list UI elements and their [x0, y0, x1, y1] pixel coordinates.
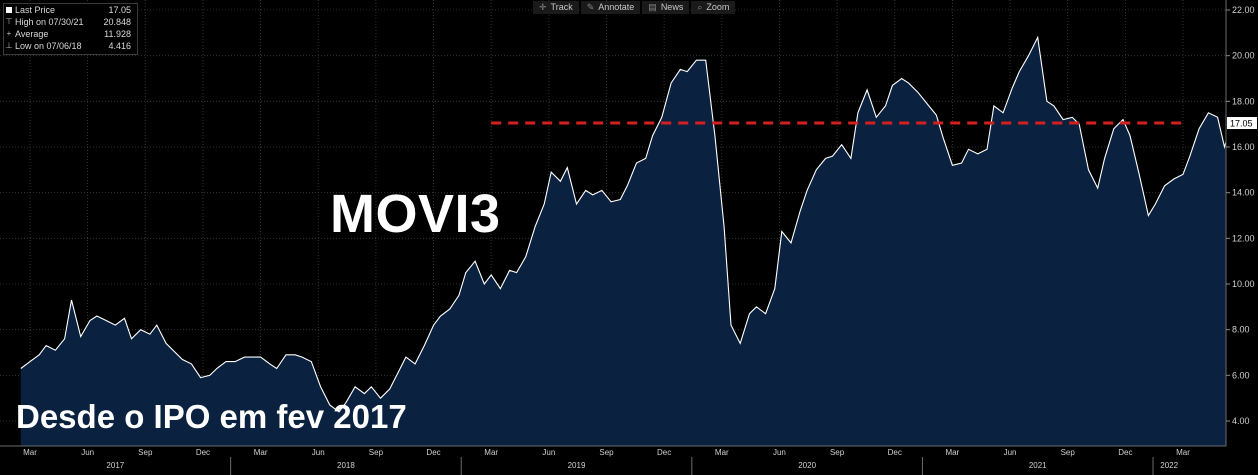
price-area [20, 37, 1232, 447]
x-month-label: Sep [138, 448, 153, 457]
x-month-label: Jun [542, 448, 555, 457]
price-line [20, 35, 1232, 413]
y-tick-label: 12.00 [1232, 233, 1255, 243]
legend-label: Average [15, 29, 49, 39]
y-tick-label: 16.00 [1232, 142, 1255, 152]
legend-value: 11.928 [104, 29, 131, 39]
y-tick-label: 4.00 [1232, 416, 1250, 426]
last-price-badge: 17.05 [1227, 117, 1257, 130]
legend-label: Last Price [15, 5, 56, 15]
y-axis-panel [1226, 0, 1258, 475]
crosshair-icon: ✛ [539, 2, 547, 12]
y-tick-label: 6.00 [1232, 370, 1250, 380]
x-month-label: Mar [946, 448, 960, 457]
x-year-label: 2020 [798, 461, 816, 470]
y-tick-label: 22.00 [1232, 5, 1255, 15]
y-axis: 4.00 6.00 8.00 10.00 12.00 14.00 16.00 18.00 20.… [1225, 0, 1258, 475]
x-month-label: Dec [657, 448, 671, 457]
high-marker-icon: ⊤ [5, 17, 13, 26]
x-year-label: 2018 [337, 461, 355, 470]
legend-square-icon [5, 4, 13, 17]
x-month-label: Dec [196, 448, 210, 457]
x-month-label: Sep [830, 448, 845, 457]
x-month-label: Sep [1061, 448, 1076, 457]
magnifier-icon: ⌕ [697, 2, 703, 12]
last-price-badge-text: 17.05 [1230, 119, 1253, 129]
y-tick-label: 18.00 [1232, 96, 1255, 106]
x-month-label: Mar [1176, 448, 1190, 457]
annotate-label: Annotate [598, 2, 635, 12]
y-tick-label: 20.00 [1232, 51, 1255, 61]
x-month-label: Mar [23, 448, 37, 457]
news-icon: ▤ [648, 2, 657, 12]
x-axis: Mar Jun Sep Dec Mar Jun Sep Dec Mar Jun Sep Dec Mar J… [0, 445, 1226, 475]
news-button[interactable]: ▤ News [642, 1, 690, 14]
news-label: News [660, 2, 684, 12]
legend-row-last-price: Last Price 17.05 [4, 4, 137, 16]
x-month-label: Jun [81, 448, 94, 457]
low-marker-icon: ⊥ [5, 41, 13, 50]
x-month-label: Mar [254, 448, 268, 457]
track-label: Track [550, 2, 573, 12]
x-axis-panel [0, 446, 1226, 475]
x-month-label: Jun [312, 448, 325, 457]
y-tick-label: 10.00 [1232, 279, 1255, 289]
pencil-icon: ✎ [586, 2, 595, 12]
x-month-label: Jun [773, 448, 786, 457]
legend-label: Low on 07/06/18 [15, 41, 82, 51]
ipo-caption: Desde o IPO em fev 2017 [16, 398, 407, 435]
price-legend[interactable]: Last Price 17.05 ⊤ High on 07/30/21 20.8… [3, 3, 138, 55]
x-year-label: 2021 [1029, 461, 1047, 470]
last-price-badge-bg [1227, 117, 1257, 130]
y-tick-label: 8.00 [1232, 325, 1250, 335]
zoom-button[interactable]: ⌕ Zoom [691, 1, 736, 14]
track-button[interactable]: ✛ Track [533, 1, 579, 14]
x-month-label: Dec [426, 448, 440, 457]
x-year-label: 2019 [568, 461, 586, 470]
x-month-label: Sep [599, 448, 614, 457]
y-tick-label: 14.00 [1232, 188, 1255, 198]
x-month-label: Dec [1118, 448, 1132, 457]
legend-row-high: ⊤ High on 07/30/21 20.848 [4, 16, 137, 28]
x-year-label: 2022 [1160, 461, 1178, 470]
legend-row-low: ⊥ Low on 07/06/18 4.416 [4, 40, 137, 52]
legend-value: 4.416 [108, 41, 131, 51]
legend-row-average: + Average 11.928 [4, 28, 137, 40]
x-month-label: Mar [484, 448, 498, 457]
legend-value: 17.05 [108, 5, 131, 15]
x-month-label: Jun [1004, 448, 1017, 457]
x-year-label: 2017 [106, 461, 124, 470]
legend-value: 20.848 [103, 17, 131, 27]
x-month-label: Dec [888, 448, 902, 457]
annotate-button[interactable]: ✎ Annotate [580, 1, 641, 14]
zoom-label: Zoom [706, 2, 730, 12]
legend-label: High on 07/30/21 [15, 17, 84, 27]
x-month-label: Mar [715, 448, 729, 457]
chart-toolbar: ✛ Track ✎ Annotate ▤ News ⌕ Zoom [533, 1, 736, 14]
x-month-label: Sep [369, 448, 384, 457]
ticker-title: MOVI3 [330, 184, 501, 244]
average-marker-icon: + [6, 29, 12, 38]
